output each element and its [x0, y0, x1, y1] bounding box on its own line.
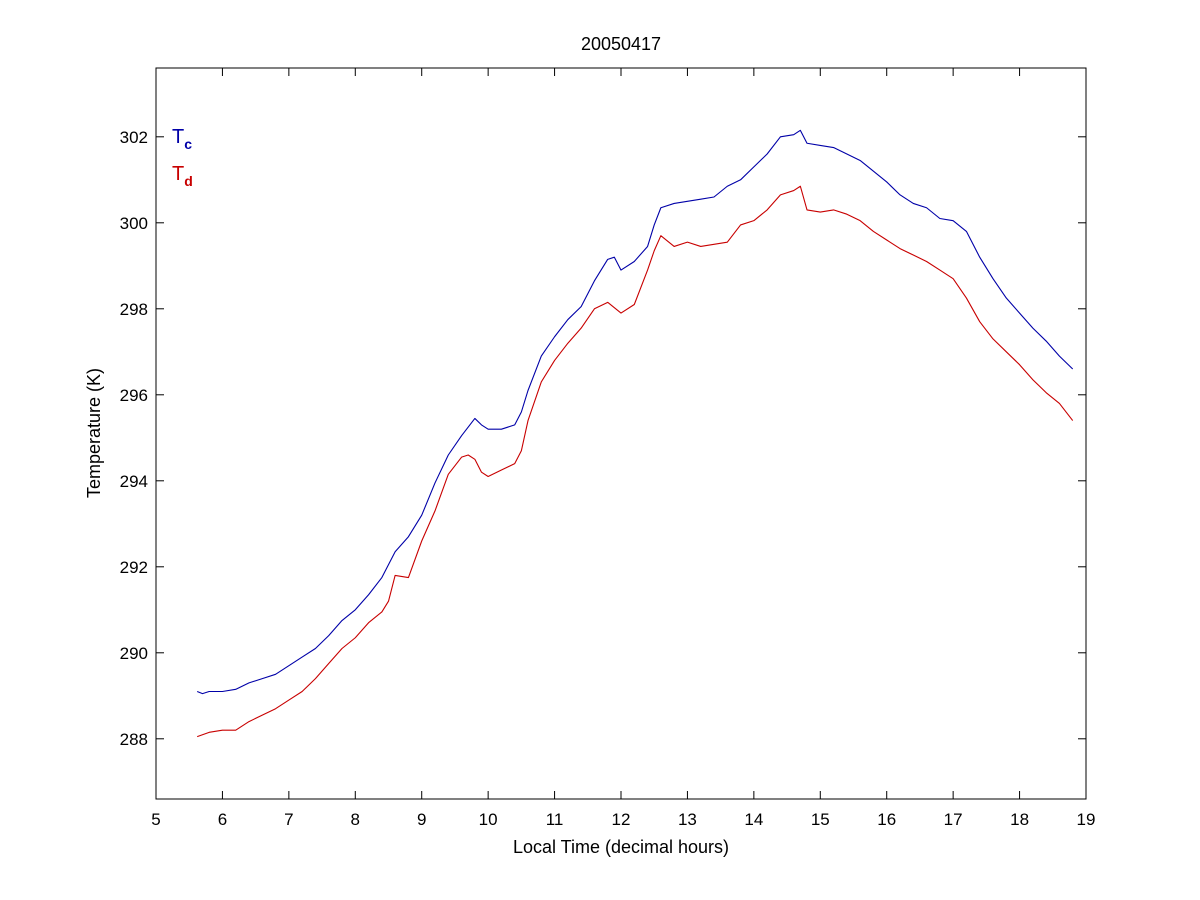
legend-entry-tc: Tc	[172, 126, 192, 152]
series-layer	[196, 129, 1074, 738]
x-tick-label: 13	[678, 810, 697, 829]
y-axis-ticks: 288 290 292 294 296 298 300 302	[120, 128, 1086, 749]
legend-label-td: Td	[172, 163, 193, 189]
chart-title: 20050417	[581, 34, 661, 54]
y-tick-label: 290	[120, 644, 148, 663]
y-tick-label: 302	[120, 128, 148, 147]
x-tick-label: 6	[218, 810, 227, 829]
y-tick-label: 298	[120, 300, 148, 319]
y-axis-title: Temperature (K)	[84, 368, 104, 498]
x-axis-ticks: 5 6 7 8 9 10 11 12 13 14 15 16 17 18 19	[151, 68, 1095, 829]
x-tick-label: 15	[811, 810, 830, 829]
x-tick-label: 7	[284, 810, 293, 829]
y-tick-label: 294	[120, 472, 148, 491]
x-tick-label: 11	[546, 810, 564, 829]
x-tick-label: 17	[944, 810, 963, 829]
y-tick-label: 288	[120, 730, 148, 749]
plot-area	[155, 67, 1087, 800]
x-tick-label: 18	[1010, 810, 1029, 829]
x-tick-label: 14	[744, 810, 763, 829]
x-tick-label: 12	[612, 810, 631, 829]
series-line-tc	[196, 129, 1074, 695]
x-tick-label: 8	[351, 810, 360, 829]
legend-td-main: T	[172, 163, 184, 185]
x-tick-label: 10	[479, 810, 498, 829]
legend-label-tc: Tc	[172, 126, 192, 152]
x-tick-label: 5	[151, 810, 160, 829]
legend: Tc Td	[172, 126, 193, 189]
y-tick-label: 300	[120, 214, 148, 233]
legend-tc-subscript: c	[184, 136, 192, 152]
y-tick-label: 292	[120, 558, 148, 577]
x-tick-label: 19	[1077, 810, 1096, 829]
x-tick-label: 9	[417, 810, 426, 829]
legend-td-subscript: d	[184, 173, 193, 189]
legend-entry-td: Td	[172, 163, 193, 189]
x-axis-title: Local Time (decimal hours)	[513, 837, 729, 857]
x-tick-label: 16	[877, 810, 896, 829]
series-line-td	[197, 185, 1074, 738]
legend-tc-main: T	[172, 126, 184, 148]
y-tick-label: 296	[120, 386, 148, 405]
